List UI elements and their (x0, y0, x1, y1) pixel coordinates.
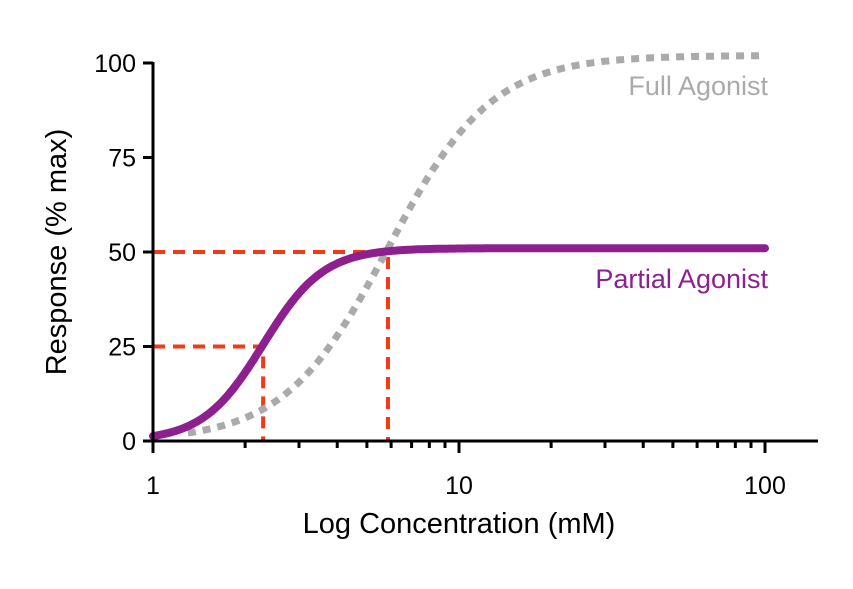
series-partial-agonist (149, 244, 769, 441)
legend-partial-agonist: Partial Agonist (595, 264, 768, 294)
y-tick-label: 0 (122, 428, 136, 456)
series-full-agonist (187, 52, 765, 437)
y-axis-label: Response (% max) (41, 129, 73, 376)
y-tick-label: 75 (108, 145, 136, 173)
x-tick-label: 100 (744, 472, 786, 500)
x-axis-label: Log Concentration (mM) (303, 508, 616, 540)
legend-full-agonist: Full Agonist (628, 71, 768, 101)
y-tick-label: 100 (94, 50, 136, 78)
x-tick-label: 1 (146, 472, 160, 500)
reference-line-2 (153, 250, 390, 441)
y-tick-label: 25 (108, 334, 136, 362)
y-tick-label: 50 (108, 239, 136, 267)
x-tick-label: 10 (445, 472, 473, 500)
